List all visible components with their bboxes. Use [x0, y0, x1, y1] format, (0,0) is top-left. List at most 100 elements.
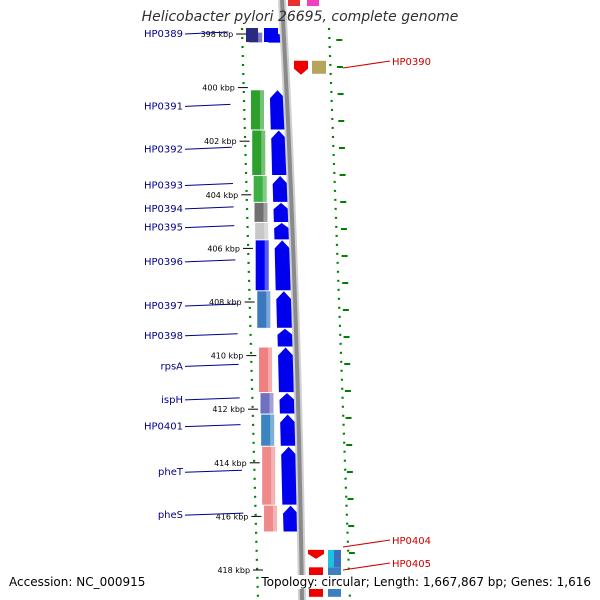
left-gene-labels: HP0389 HP0391 HP0392 HP0393 HP0394 HP0395 HP03…: [144, 29, 244, 521]
scale-label: 412 kbp: [212, 405, 245, 414]
feature-highlight-HP0393: [262, 176, 267, 202]
leader-line-HP0404: [342, 539, 391, 548]
backbone-line: [280, 0, 304, 600]
gene-label-ispH: ispH: [161, 395, 183, 406]
reverse-gene-arrow-HP0390: [294, 60, 308, 75]
feature-block-HP0404: [328, 549, 334, 568]
accession-text: Accession: NC_000915: [9, 575, 146, 589]
scale-label: 416 kbp: [216, 512, 249, 521]
feature-block-b-HP0404: [334, 549, 341, 568]
forward-gene-arrow-ispH: [279, 393, 295, 414]
top-partial-arrow: [264, 28, 278, 42]
gene-label-HP0405: HP0405: [392, 559, 431, 570]
forward-gene-arrow-HP0398: [277, 328, 293, 347]
feature-highlight-HP0401: [270, 414, 275, 446]
feature-tracks: [244, 0, 341, 600]
leader-line-HP0397: [184, 303, 237, 307]
feature-block-rpsA: [259, 347, 273, 393]
feature-block-pheS: [264, 505, 278, 532]
feature-block-HP0390: [312, 60, 326, 74]
gene-label-HP0396: HP0396: [144, 257, 183, 268]
scale-label: 408 kbp: [209, 298, 242, 307]
feature-block-HP0401: [261, 414, 275, 446]
leader-line-ispH: [184, 397, 240, 401]
scale-label: 398 kbp: [201, 30, 234, 39]
gene-label-HP0401: HP0401: [144, 422, 183, 433]
feature-block-pheT: [262, 446, 276, 505]
feature-block-HP0391: [250, 90, 264, 130]
genome-summary-text: Topology: circular; Length: 1,667,867 bp…: [261, 575, 591, 589]
feature-block-HP0393: [253, 176, 267, 202]
scale-label: 400 kbp: [202, 84, 235, 93]
forward-gene-arrow-HP0401: [280, 414, 296, 446]
feature-highlight-HP0389: [258, 32, 263, 43]
gene-label-pheS: pheS: [158, 510, 183, 521]
forward-gene-arrow-pheS: [283, 505, 299, 532]
gene-label-HP0394: HP0394: [144, 204, 183, 215]
leader-line-HP0393: [184, 182, 233, 186]
kbp-scale: 398 kbp 400 kbp 402 kbp 404 kbp 406 kbp 408 k…: [201, 30, 264, 575]
leader-line-HP0394: [184, 206, 234, 210]
feature-block-HP0397: [257, 291, 271, 328]
leader-line-HP0391: [184, 103, 231, 107]
forward-gene-arrow-pheT: [281, 446, 298, 505]
forward-gene-arrow-HP0396: [274, 240, 291, 291]
leader-line-HP0392: [184, 146, 232, 150]
gene-label-HP0398: HP0398: [144, 331, 183, 342]
genome-title: Helicobacter pylori 26695, complete geno…: [141, 9, 459, 25]
leader-line-HP0405: [342, 562, 391, 571]
scale-label: 414 kbp: [214, 459, 247, 468]
feature-highlight-HP0391: [259, 90, 264, 130]
feature-block-ispH: [260, 393, 274, 414]
forward-gene-arrow-HP0393: [272, 176, 289, 202]
top-partial-block: [246, 28, 258, 42]
gene-label-pheT: pheT: [158, 467, 184, 478]
outer-right-dotted-line: [327, 27, 352, 600]
feature-highlight-ispH: [269, 393, 274, 414]
top-red-block: [288, 0, 300, 6]
forward-gene-arrow-HP0395: [274, 222, 290, 240]
feature-highlight-rpsA: [268, 347, 273, 393]
gene-label-HP0397: HP0397: [144, 301, 183, 312]
leader-line-HP0390: [342, 60, 391, 69]
leader-line-pheT: [184, 469, 242, 473]
scale-label: 406 kbp: [207, 244, 240, 253]
feature-highlight-HP0397: [266, 291, 271, 328]
gene-label-HP0393: HP0393: [144, 180, 183, 191]
gene-label-HP0391: HP0391: [144, 101, 183, 112]
scale-label: 410 kbp: [211, 352, 244, 361]
forward-gene-arrow-HP0394: [273, 202, 289, 222]
leader-line-HP0389: [184, 31, 229, 35]
feature-highlight-HP0392: [261, 130, 266, 176]
feature-highlight-pheS: [273, 505, 278, 532]
gene-label-HP0392: HP0392: [144, 144, 183, 155]
scale-label: 404 kbp: [206, 191, 239, 200]
feature-highlight-HP0394: [263, 202, 268, 222]
gene-label-HP0390: HP0390: [392, 57, 431, 68]
feature-block-HP0396: [255, 240, 269, 291]
feature-block-HP0394: [254, 202, 268, 222]
gene-label-HP0404: HP0404: [392, 536, 431, 547]
genome-backbone: [278, 0, 306, 600]
top-magenta-block: [307, 0, 319, 6]
leader-line-rpsA: [184, 363, 239, 367]
forward-gene-arrow-HP0397: [276, 291, 293, 328]
gene-label-HP0395: HP0395: [144, 223, 183, 234]
gene-label-HP0389: HP0389: [144, 29, 183, 40]
feature-highlight-HP0395: [264, 222, 269, 240]
leader-line-HP0398: [184, 333, 238, 337]
feature-block-HP0395: [255, 222, 269, 240]
feature-highlight-pheT: [271, 446, 276, 505]
leader-line-HP0396: [184, 259, 236, 263]
forward-gene-arrow-HP0392: [271, 130, 288, 176]
reverse-gene-arrow-HP0404: [308, 549, 324, 559]
leader-line-HP0401: [184, 424, 241, 428]
feature-highlight-HP0396: [264, 240, 269, 291]
feature-block-HP0392: [252, 130, 266, 176]
gene-label-rpsA: rpsA: [160, 361, 183, 372]
scale-label: 402 kbp: [204, 137, 237, 146]
dotted-guide-lines: [240, 27, 356, 600]
leader-line-pheS: [184, 512, 244, 516]
forward-gene-arrow-HP0391: [269, 90, 286, 130]
